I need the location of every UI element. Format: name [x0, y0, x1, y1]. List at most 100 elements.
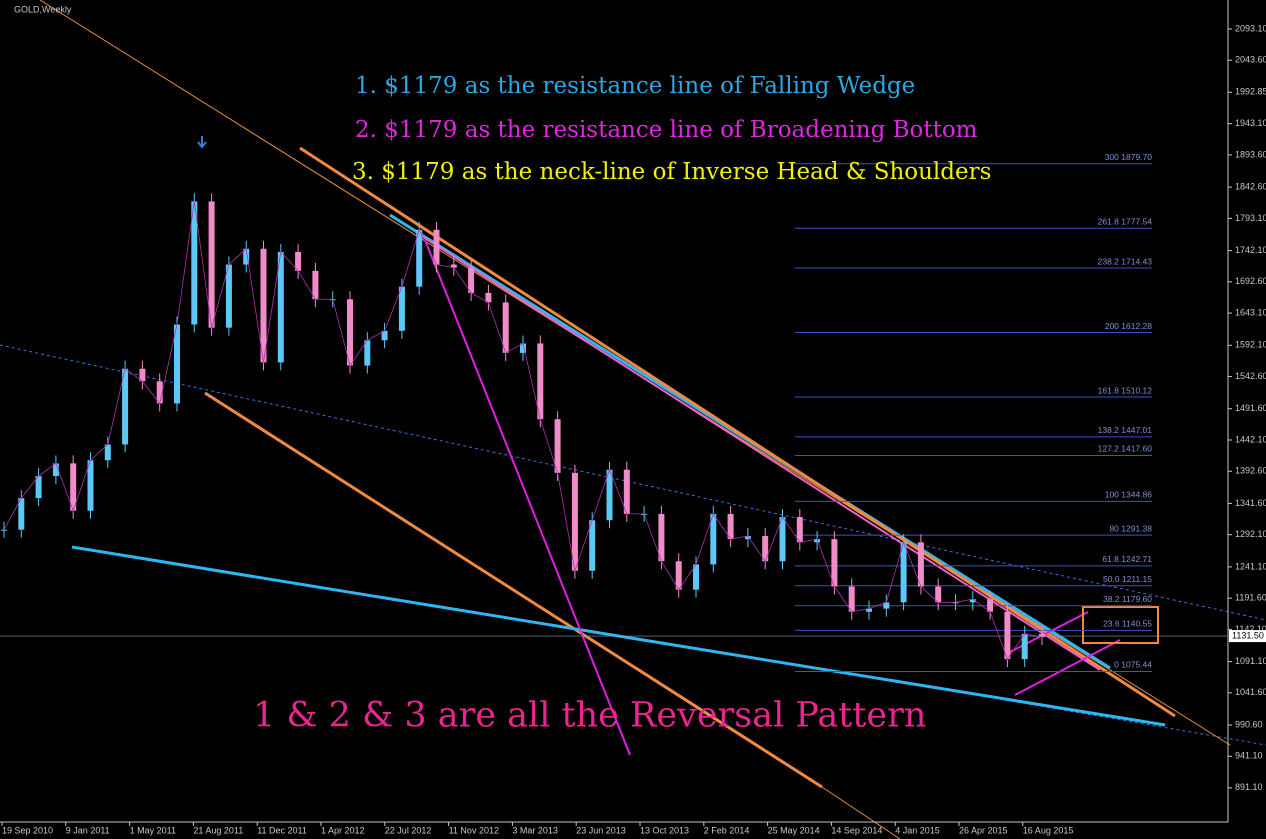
- candle: [831, 539, 838, 587]
- x-tick-label: 25 May 2014: [768, 825, 820, 835]
- y-tick-label: 1442.10: [1235, 434, 1266, 444]
- candle: [260, 248, 267, 363]
- candle: [52, 463, 59, 477]
- candle: [814, 539, 821, 543]
- zigzag: [3, 201, 1043, 660]
- x-tick-label: 4 Jan 2015: [895, 825, 940, 835]
- fib-label: 300 1879.70: [1105, 152, 1153, 162]
- candle: [364, 340, 371, 366]
- y-tick-label: 2093.10: [1235, 23, 1266, 33]
- candle: [917, 542, 924, 587]
- y-tick-label: 1041.60: [1235, 687, 1266, 697]
- x-tick-label: 22 Jul 2012: [385, 825, 432, 835]
- fib-label: 80 1291.38: [1109, 523, 1152, 533]
- annotation: 2. $1179 as the resistance line of Broad…: [355, 117, 978, 143]
- fib-label: 161.8 1510.12: [1098, 385, 1153, 395]
- candle: [693, 564, 699, 590]
- candle: [398, 286, 405, 331]
- candle: [416, 229, 423, 287]
- y-tick-label: 1893.60: [1235, 149, 1266, 159]
- fib-label: 138.2 1447.01: [1098, 425, 1153, 435]
- candle: [1, 529, 7, 531]
- y-tick-label: 891.10: [1235, 782, 1263, 792]
- candle: [312, 270, 319, 300]
- candle: [277, 251, 284, 363]
- y-tick-label: 1592.10: [1235, 340, 1266, 350]
- x-tick-label: 16 Aug 2015: [1023, 825, 1074, 835]
- y-tick-label: 1292.10: [1235, 529, 1266, 539]
- candle: [606, 469, 613, 521]
- y-tick-label: 1643.10: [1235, 307, 1266, 317]
- candle: [554, 419, 561, 473]
- candle: [381, 330, 388, 341]
- candle: [1004, 611, 1011, 660]
- candle: [675, 561, 682, 590]
- x-tick-label: 1 May 2011: [130, 825, 176, 835]
- candle: [139, 368, 146, 382]
- chart-title: GOLD,Weekly: [14, 4, 72, 14]
- x-tick-label: 3 Mar 2013: [512, 825, 558, 835]
- fibonacci: 300 1879.70 261.8 1777.54 238.2 1714.43 200…: [795, 152, 1152, 672]
- candle: [35, 476, 42, 499]
- y-tick-label: 1341.60: [1235, 498, 1266, 508]
- y-tick-label: 2043.60: [1235, 55, 1266, 65]
- candle: [225, 264, 232, 328]
- candle: [623, 469, 630, 514]
- candle: [1021, 633, 1028, 660]
- candle: [104, 444, 111, 461]
- candle: [433, 229, 440, 265]
- candle: [485, 292, 492, 303]
- annotation: 3. $1179 as the neck-line of Inverse Hea…: [352, 159, 991, 185]
- y-tick-label: 1842.60: [1235, 182, 1266, 192]
- candle: [70, 463, 77, 511]
- annotation: 1. $1179 as the resistance line of Falli…: [355, 73, 915, 99]
- fib-label: 100 1344.86: [1105, 490, 1153, 500]
- y-tick-label: 1943.10: [1235, 118, 1266, 128]
- y-tick-label: 1742.10: [1235, 245, 1266, 255]
- candle: [900, 542, 907, 603]
- fib-label: 61.8 1242.71: [1102, 554, 1152, 564]
- fib-label: 200 1612.28: [1105, 321, 1153, 331]
- y-tick-label: 1392.60: [1235, 466, 1266, 476]
- fib-label: 238.2 1714.43: [1098, 256, 1153, 266]
- candle: [347, 299, 353, 366]
- y-tick-label: 1191.60: [1235, 593, 1266, 603]
- candle: [122, 368, 129, 445]
- y-tick-label: 1142.10: [1235, 624, 1266, 634]
- candle: [87, 460, 94, 511]
- y-tick-label: 1491.60: [1235, 403, 1266, 413]
- x-tick-label: 26 Apr 2015: [959, 825, 1008, 835]
- support-extension: [821, 786, 901, 839]
- y-tick-label: 1542.60: [1235, 371, 1266, 381]
- x-tick-label: 1 Apr 2012: [321, 825, 365, 835]
- y-tick-label: 941.10: [1235, 751, 1263, 761]
- price-tag: [1229, 630, 1266, 643]
- broadening-support: [424, 239, 631, 756]
- highlight-box: [1082, 606, 1159, 644]
- fib-label: 261.8 1777.54: [1098, 216, 1153, 226]
- candle: [866, 608, 872, 612]
- candle: [537, 343, 544, 420]
- candle: [18, 498, 25, 530]
- candle: [295, 251, 302, 271]
- candle: [1039, 633, 1045, 638]
- y-tick-label: 1091.10: [1235, 656, 1266, 666]
- footer-note: 1 & 2 & 3 are all the Reversal Pattern: [253, 696, 926, 736]
- candles: [1, 193, 1045, 668]
- candle: [450, 264, 457, 268]
- candle: [727, 513, 734, 540]
- candle: [468, 267, 475, 293]
- candle: [208, 201, 215, 328]
- fib-label: 23.6 1140.55: [1103, 619, 1152, 629]
- candle: [935, 586, 942, 603]
- y-tick-label: 1692.60: [1235, 276, 1266, 286]
- candle: [762, 536, 769, 562]
- candle: [191, 201, 198, 325]
- x-tick-label: 19 Sep 2010: [2, 825, 53, 835]
- fib-label: 0 1075.44: [1114, 660, 1152, 670]
- candle: [952, 602, 959, 604]
- candle: [987, 599, 994, 612]
- y-tick-label: 1793.10: [1235, 213, 1266, 223]
- peak-arrow: [197, 136, 207, 149]
